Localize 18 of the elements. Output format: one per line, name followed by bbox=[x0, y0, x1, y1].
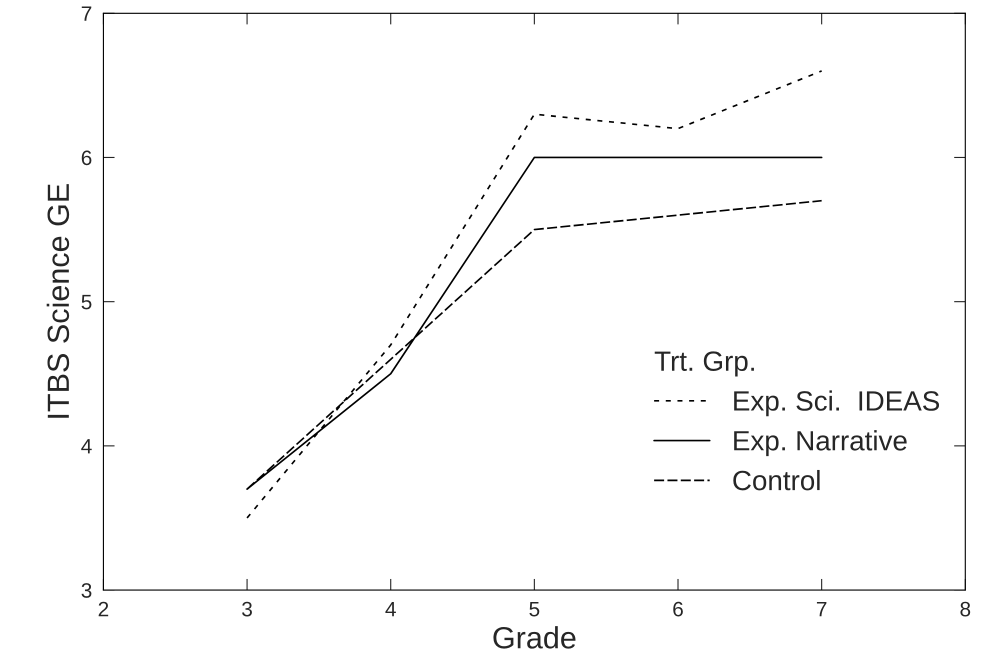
x-tick-label: 3 bbox=[242, 602, 252, 616]
legend-label: Exp. Sci. IDEAS bbox=[734, 390, 940, 416]
y-tick-label: 3 bbox=[82, 583, 92, 598]
y-tick-label: 6 bbox=[82, 150, 92, 166]
x-tick-label: 6 bbox=[673, 602, 683, 616]
x-tick-label: 2 bbox=[98, 602, 108, 616]
x-tick-label: 8 bbox=[960, 602, 970, 616]
y-tick-label: 5 bbox=[82, 294, 92, 310]
y-axis-title: ITBS Science GE bbox=[46, 184, 70, 418]
x-tick-label: 7 bbox=[816, 602, 826, 616]
y-tick-label: 7 bbox=[82, 6, 92, 21]
x-axis-title: Grade bbox=[493, 626, 576, 649]
x-tick-label: 5 bbox=[529, 602, 540, 616]
legend-label: Exp. Narrative bbox=[734, 430, 907, 456]
legend-title: Trt. Grp. bbox=[654, 351, 754, 377]
legend-label: Control bbox=[733, 470, 820, 490]
x-tick-label: 4 bbox=[385, 602, 396, 616]
y-tick-label: 4 bbox=[81, 439, 92, 454]
